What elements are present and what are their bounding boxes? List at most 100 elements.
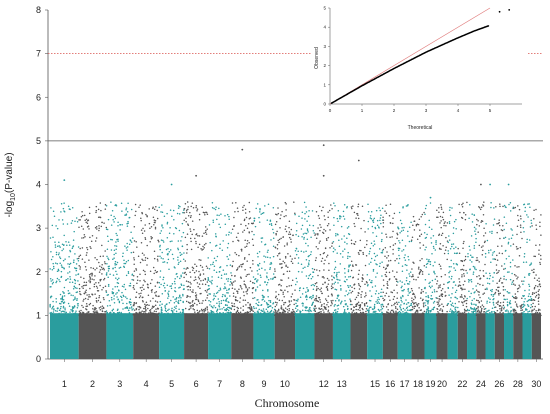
snp-point [374, 226, 376, 229]
snp-point [473, 303, 475, 305]
snp-point [416, 238, 419, 240]
snp-point [396, 297, 398, 299]
snp-point [307, 309, 310, 312]
snp-point [276, 230, 278, 233]
snp-point [516, 306, 519, 308]
snp-point [85, 303, 88, 305]
snp-point [144, 314, 146, 316]
snp-point [532, 291, 534, 294]
snp-point [433, 300, 436, 303]
snp-point [468, 290, 470, 293]
snp-point [385, 267, 388, 270]
snp-point [143, 288, 145, 291]
snp-point [482, 269, 485, 272]
snp-point [60, 202, 63, 205]
snp-point [129, 285, 132, 287]
snp-point [338, 300, 340, 302]
snp-point [105, 291, 108, 293]
snp-point [160, 312, 163, 314]
snp-point [454, 302, 457, 305]
snp-point [303, 313, 305, 316]
snp-point [507, 243, 510, 245]
snp-point [439, 304, 441, 306]
snp-point [68, 208, 71, 210]
snp-point [409, 291, 412, 293]
snp-point [103, 277, 106, 280]
snp-point [133, 225, 136, 228]
snp-point [248, 242, 250, 244]
snp-point [145, 301, 148, 304]
snp-point [201, 206, 203, 208]
snp-point [213, 269, 215, 271]
snp-point [358, 249, 361, 252]
snp-point [213, 297, 215, 300]
snp-point [492, 276, 494, 279]
snp-point [427, 301, 429, 303]
snp-point [317, 227, 319, 229]
snp-point [302, 305, 304, 307]
snp-point [304, 212, 306, 215]
snp-point [98, 296, 100, 299]
snp-point [462, 202, 464, 204]
snp-point [464, 280, 466, 282]
snp-point [526, 214, 528, 216]
snp-point [70, 222, 73, 224]
chromosome-points [158, 204, 185, 359]
snp-point [385, 311, 388, 313]
snp-point [453, 281, 455, 283]
snp-point [518, 208, 521, 211]
snp-point [294, 213, 296, 216]
snp-point [389, 236, 391, 238]
snp-point [284, 257, 287, 259]
snp-point [500, 229, 503, 231]
snp-point [342, 250, 344, 252]
snp-point [472, 273, 475, 275]
snp-point [400, 286, 403, 289]
snp-point [164, 304, 166, 307]
snp-point [512, 280, 515, 282]
snp-point [62, 305, 65, 308]
snp-point [236, 292, 239, 294]
snp-point [224, 215, 226, 217]
snp-point [152, 297, 154, 300]
snp-point [431, 228, 433, 231]
snp-point [534, 284, 537, 287]
snp-point [53, 267, 55, 270]
snp-point [49, 286, 51, 288]
snp-point [275, 295, 277, 297]
snp-point [113, 301, 116, 304]
snp-point [76, 306, 79, 309]
snp-point [283, 245, 286, 247]
snp-point [393, 289, 395, 292]
snp-point [536, 279, 539, 281]
snp-point [243, 312, 246, 314]
snp-point [265, 312, 267, 315]
snp-point [133, 257, 135, 259]
snp-point [185, 268, 187, 270]
snp-point [183, 267, 185, 270]
snp-point [435, 243, 437, 246]
snp-point [496, 254, 498, 257]
snp-point [503, 278, 505, 280]
snp-point [193, 271, 196, 274]
snp-point [89, 280, 92, 283]
snp-point [414, 296, 417, 299]
snp-point [480, 219, 483, 222]
snp-point [229, 278, 232, 281]
snp-point [287, 305, 289, 308]
snp-point [69, 249, 71, 252]
snp-point [402, 295, 404, 298]
snp-point [383, 284, 385, 287]
snp-point [459, 211, 461, 214]
snp-point [106, 248, 109, 250]
snp-point [324, 314, 327, 317]
snp-point [203, 247, 205, 249]
snp-point [200, 247, 202, 250]
snp-point [183, 211, 185, 214]
snp-point [395, 312, 398, 315]
snp-point [116, 273, 118, 275]
snp-point [223, 287, 225, 290]
snp-point [255, 302, 257, 305]
snp-point [489, 231, 491, 233]
snp-point [467, 253, 469, 255]
